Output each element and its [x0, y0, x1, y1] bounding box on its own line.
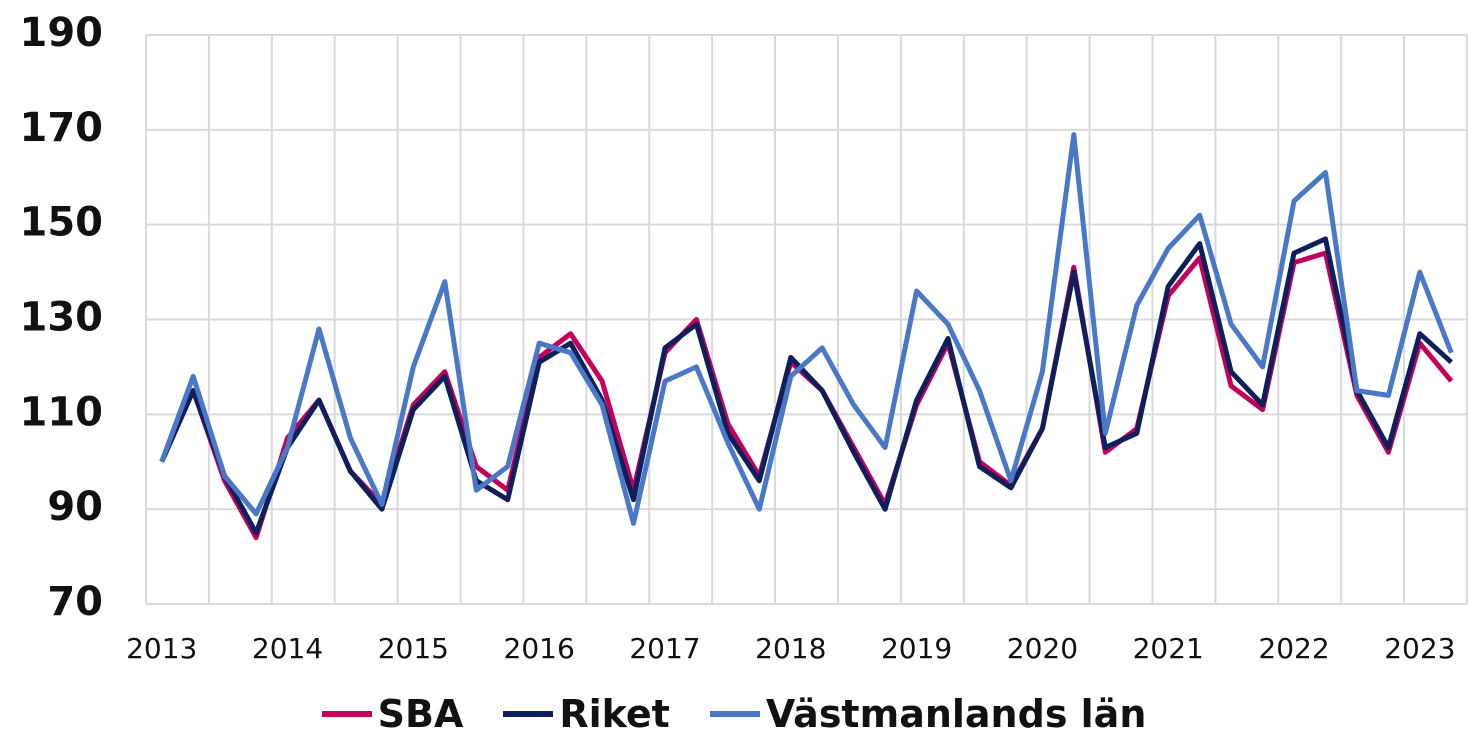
x-tick-label: 2022 — [1258, 632, 1329, 665]
x-tick-label: 2021 — [1133, 632, 1204, 665]
x-tick-label: 2020 — [1007, 632, 1078, 665]
x-tick-label: 2013 — [126, 632, 197, 665]
x-tick-label: 2018 — [755, 632, 826, 665]
x-tick-label: 2019 — [881, 632, 952, 665]
y-tick-label: 70 — [47, 579, 103, 625]
line-series — [159, 132, 1454, 526]
y-tick-label: 110 — [20, 389, 104, 435]
y-tick-label: 150 — [20, 200, 104, 246]
y-tick-label: 130 — [20, 295, 104, 341]
legend-swatch — [709, 710, 760, 717]
legend-label: SBA — [377, 691, 464, 736]
legend-label: Västmanlands län — [765, 691, 1147, 736]
y-tick-label: 90 — [47, 484, 103, 530]
x-tick-label: 2015 — [378, 632, 449, 665]
x-tick-label: 2014 — [252, 632, 323, 665]
x-tick-label: 2017 — [629, 632, 700, 665]
legend-label: Riket — [559, 691, 670, 736]
legend-item: SBA — [321, 691, 464, 736]
y-tick-label: 170 — [20, 105, 104, 151]
x-tick-label: 2016 — [504, 632, 575, 665]
x-tick-label: 2023 — [1384, 632, 1455, 665]
legend-swatch — [503, 710, 554, 717]
y-tick-label: 190 — [20, 10, 104, 56]
line-series — [159, 236, 1453, 536]
legend-item: Riket — [503, 691, 670, 736]
legend: SBA Riket Västmanlands län — [0, 690, 1468, 737]
chart: 70 90 110 130 150 170 190 2013 2014 2015 2016 2017 2… — [20, 10, 1468, 665]
legend-item: Västmanlands län — [709, 691, 1147, 736]
legend-swatch — [321, 710, 372, 717]
line-series — [159, 250, 1454, 541]
